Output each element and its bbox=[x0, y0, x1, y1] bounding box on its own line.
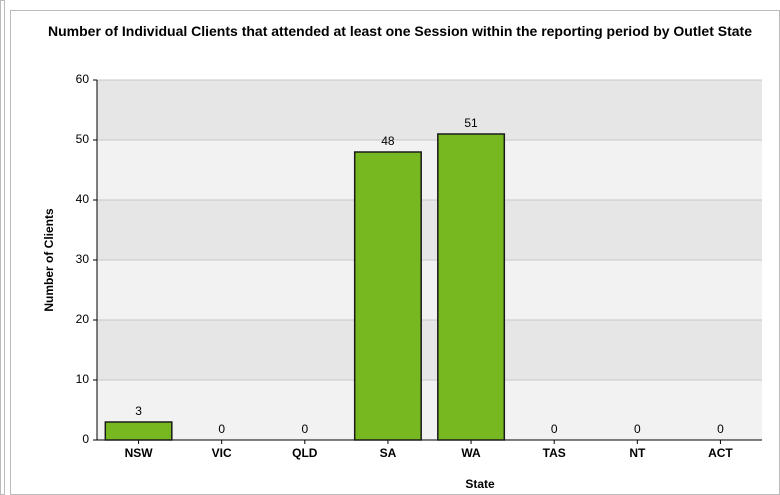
data-label: 51 bbox=[464, 116, 478, 130]
x-tick-label: TAS bbox=[543, 446, 566, 460]
grid-band bbox=[97, 80, 762, 140]
data-label: 0 bbox=[717, 422, 724, 436]
y-tick-label: 0 bbox=[82, 432, 89, 446]
y-tick-label: 20 bbox=[76, 312, 90, 326]
x-tick-label: NSW bbox=[125, 446, 154, 460]
y-tick-label: 10 bbox=[76, 372, 90, 386]
data-label: 0 bbox=[301, 422, 308, 436]
grid-band bbox=[97, 320, 762, 380]
grid-band bbox=[97, 200, 762, 260]
y-tick-label: 30 bbox=[76, 252, 90, 266]
y-tick-label: 60 bbox=[76, 72, 90, 86]
x-tick-label: VIC bbox=[212, 446, 232, 460]
data-label: 0 bbox=[634, 422, 641, 436]
x-tick-label: QLD bbox=[292, 446, 318, 460]
data-label: 48 bbox=[381, 134, 395, 148]
x-axis-label: State bbox=[465, 477, 495, 491]
x-tick-label: NT bbox=[629, 446, 646, 460]
data-label: 0 bbox=[551, 422, 558, 436]
x-tick-label: SA bbox=[380, 446, 397, 460]
data-label: 3 bbox=[135, 404, 142, 418]
bar bbox=[353, 151, 422, 441]
data-label: 0 bbox=[218, 422, 225, 436]
y-axis-label: Number of Clients bbox=[42, 208, 56, 312]
y-tick-label: 40 bbox=[76, 192, 90, 206]
x-tick-label: WA bbox=[461, 446, 481, 460]
y-tick-label: 50 bbox=[76, 132, 90, 146]
frame-edge bbox=[0, 0, 5, 495]
x-tick-label: ACT bbox=[708, 446, 733, 460]
bar bbox=[104, 421, 173, 441]
chart-title: Number of Individual Clients that attend… bbox=[48, 23, 752, 39]
bar bbox=[437, 133, 506, 441]
